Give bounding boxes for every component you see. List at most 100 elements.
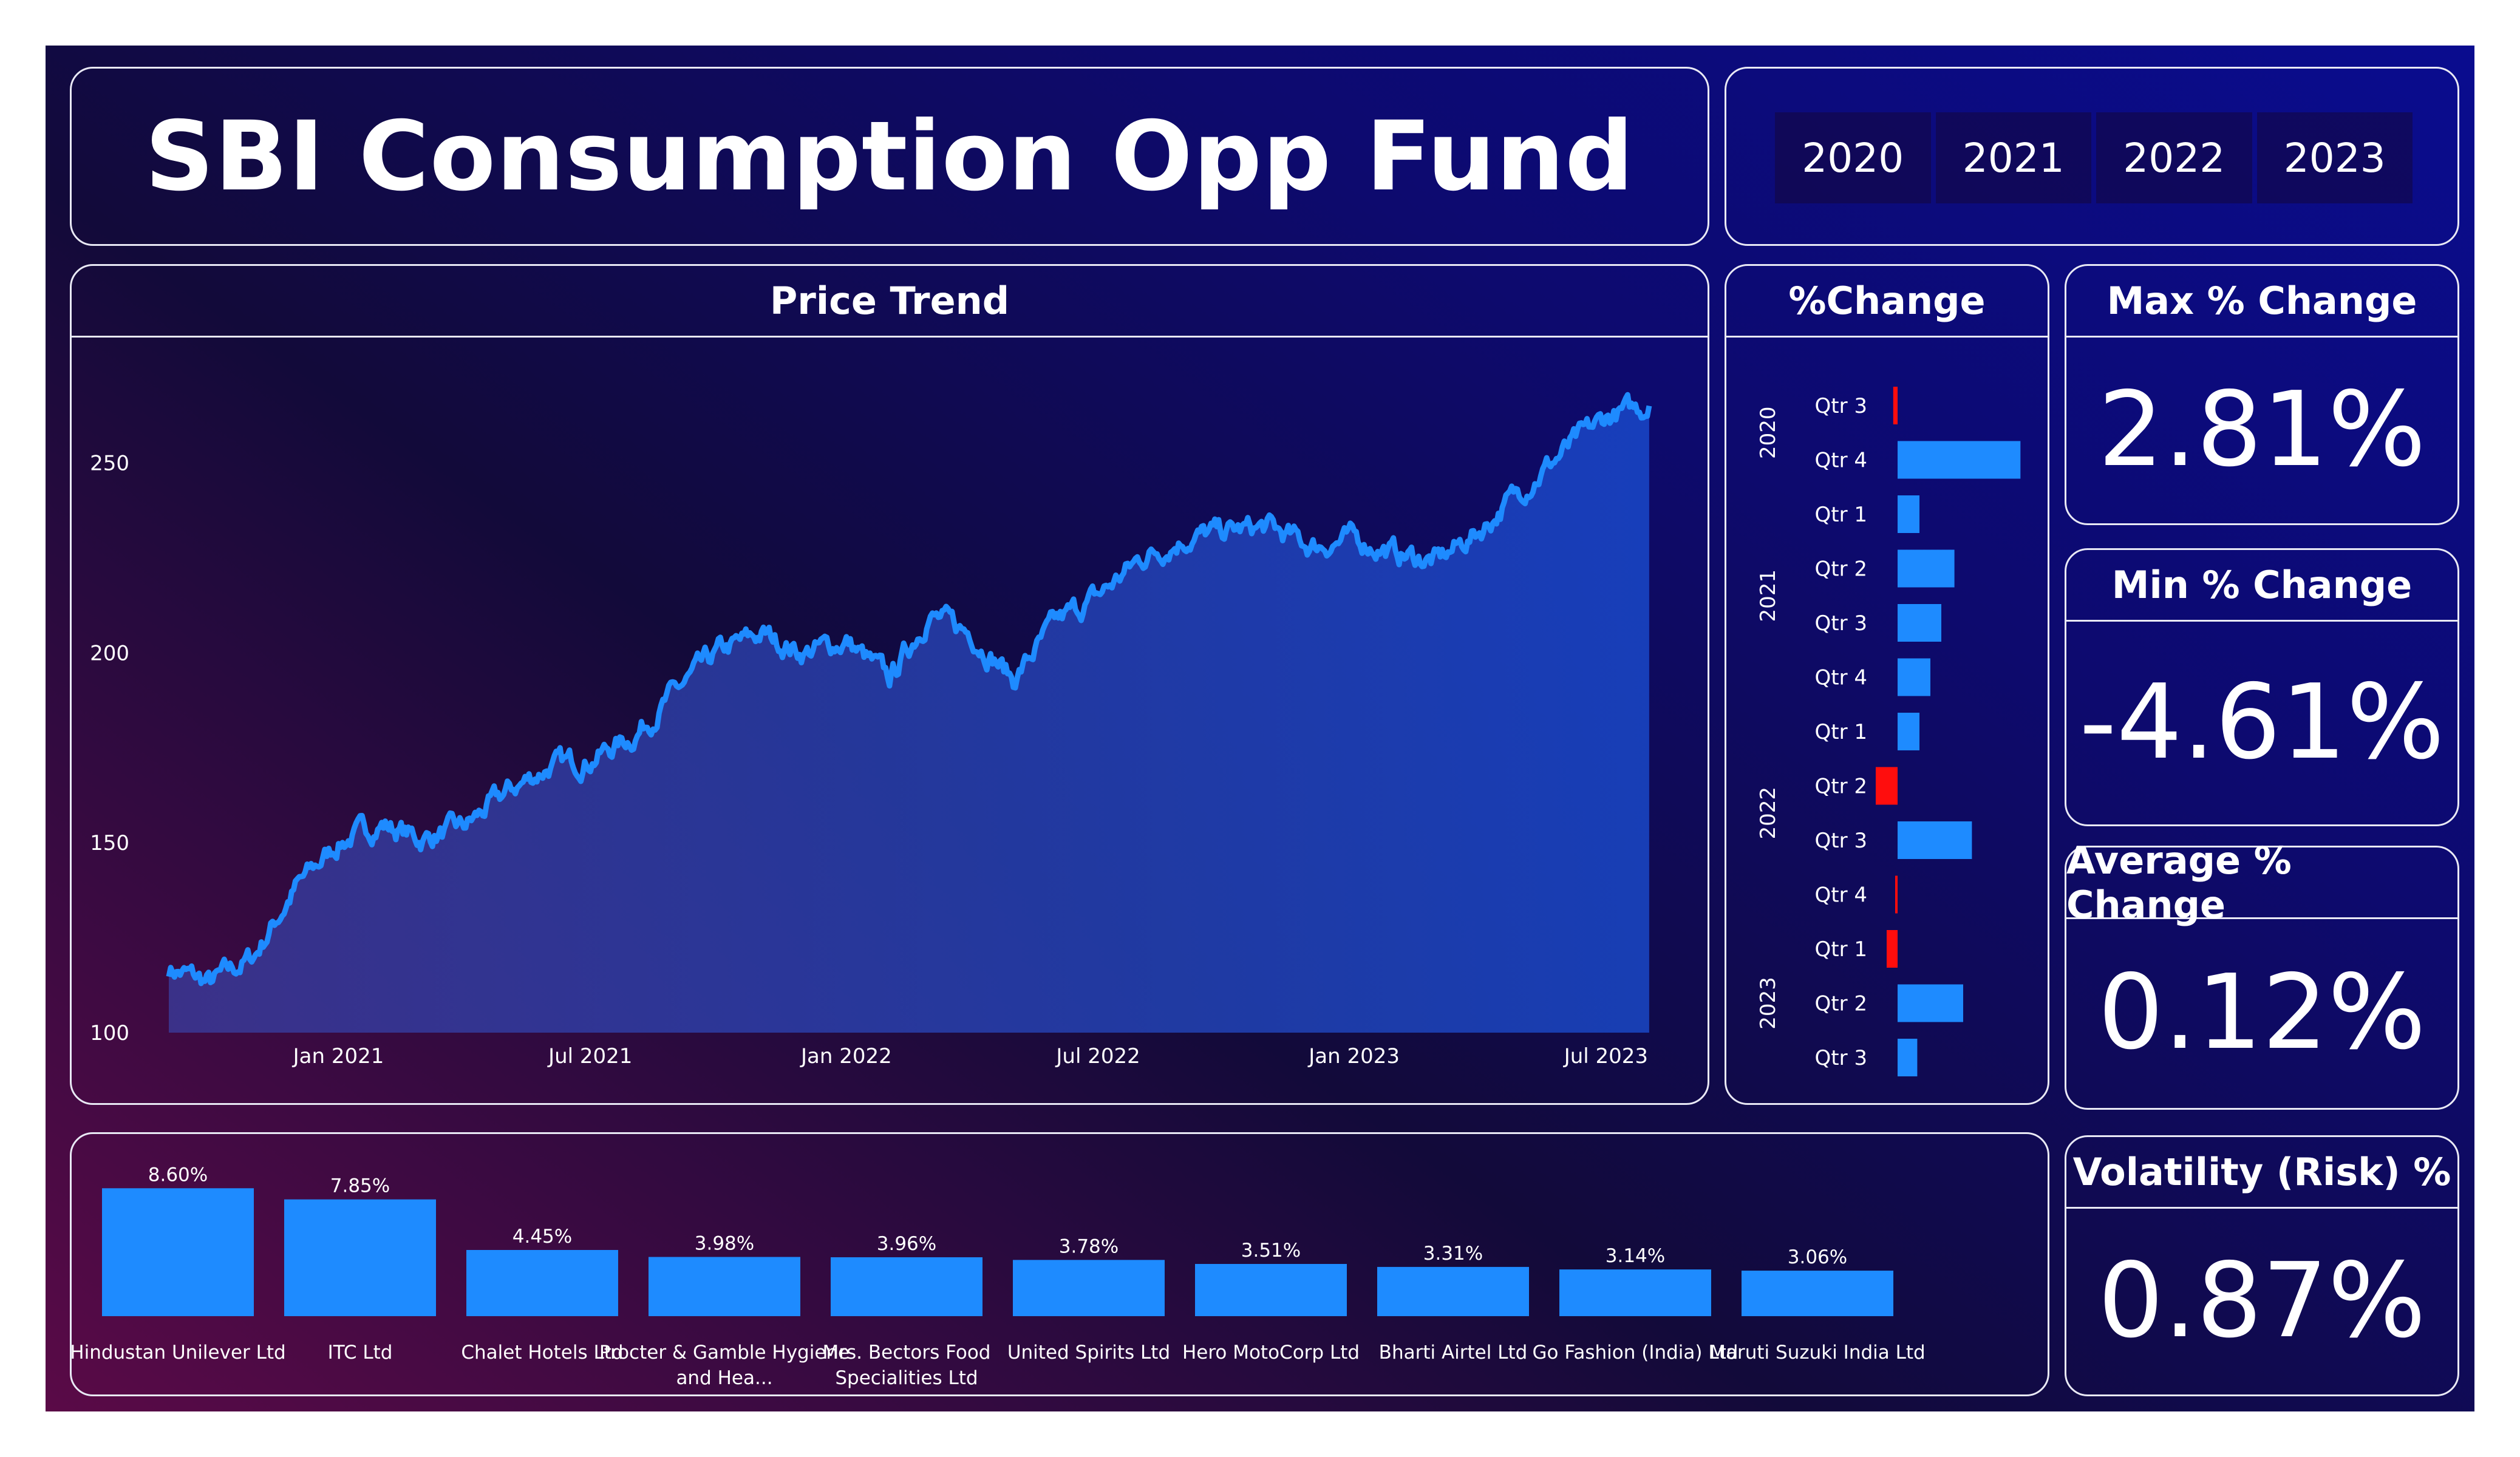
pct-change-bar-1: [1898, 441, 2021, 479]
x-tick-label-5: Jul 2023: [1563, 1044, 1648, 1068]
holding-bar-7: [1377, 1266, 1529, 1316]
year-slicer-panel: 2020 2021 2022 2023: [1725, 67, 2459, 246]
pct-change-bar-0: [1893, 387, 1898, 424]
year-group-label-3: 2023: [1756, 977, 1780, 1030]
pct-change-bar-10: [1887, 930, 1898, 968]
kpi-volatility-label: Volatility (Risk) %: [2066, 1137, 2457, 1209]
price-trend-chart: 100 150 200 250 Jan 2021 Jul 2021 Jan 2022 Jul …: [90, 392, 1652, 1068]
price-trend-title: Price Trend: [72, 266, 1708, 338]
holding-bar-4: [831, 1257, 982, 1316]
holding-category-label-3: Procter & Gamble Hygiene and Hea...: [599, 1342, 850, 1389]
year-group-label-0: 2020: [1756, 406, 1780, 459]
quarter-label-4: Qtr 3: [1814, 611, 1867, 636]
kpi-volatility-value: 0.87%: [2097, 1240, 2426, 1361]
holding-bar-9: [1742, 1271, 1893, 1316]
y-tick-label-2: 200: [90, 641, 129, 665]
dashboard: SBI Consumption Opp Fund 2020 2021 2022 …: [46, 46, 2474, 1411]
holding-value-label-7: 3.31%: [1423, 1243, 1483, 1265]
pct-change-chart: Qtr 3 Qtr 4 2020 Qtr 1 Qtr 2 Qtr 3 Qtr 4 2021 Qt…: [1756, 387, 2021, 1076]
x-tick-label-4: Jan 2023: [1307, 1044, 1400, 1068]
quarter-label-12: Qtr 3: [1814, 1046, 1867, 1070]
kpi-average-label: Average % Change: [2066, 838, 2457, 927]
year-group-label-1: 2021: [1756, 569, 1780, 622]
kpi-max-value: 2.81%: [2097, 369, 2426, 490]
year-button-2023[interactable]: 2023: [2256, 112, 2413, 203]
holding-bar-3: [649, 1257, 800, 1316]
kpi-min-label: Min % Change: [2066, 550, 2457, 622]
kpi-min-change: Min % Change -4.61%: [2065, 548, 2459, 826]
y-tick-label-1: 150: [90, 831, 129, 855]
x-tick-label-2: Jan 2022: [800, 1044, 892, 1068]
x-tick-label-1: Jul 2021: [547, 1044, 632, 1068]
holding-bar-2: [466, 1249, 618, 1316]
holding-category-label-7: Bharti Airtel Ltd: [1379, 1342, 1528, 1364]
year-button-2020[interactable]: 2020: [1775, 112, 1931, 203]
year-group-label-2: 2022: [1756, 787, 1780, 840]
quarter-label-6: Qtr 1: [1814, 720, 1867, 744]
pct-change-bar-2: [1898, 495, 1919, 533]
pct-change-title: %Change: [1726, 266, 2048, 338]
holding-bar-5: [1013, 1260, 1165, 1316]
price-area-fill: [169, 395, 1649, 1033]
kpi-average-change: Average % Change 0.12%: [2065, 838, 2459, 1110]
holding-bar-1: [284, 1199, 436, 1316]
year-button-2021[interactable]: 2021: [1935, 112, 2091, 203]
page-title: SBI Consumption Opp Fund: [145, 100, 1635, 212]
kpi-average-value: 0.12%: [2097, 953, 2426, 1073]
kpi-volatility: Volatility (Risk) % 0.87%: [2065, 1135, 2459, 1396]
pct-change-bar-8: [1898, 821, 1972, 859]
holding-category-label-1: ITC Ltd: [328, 1342, 393, 1364]
quarter-label-1: Qtr 4: [1814, 449, 1867, 473]
quarter-label-5: Qtr 4: [1814, 666, 1867, 690]
holding-value-label-2: 4.45%: [513, 1226, 572, 1248]
kpi-max-change: Max % Change 2.81%: [2065, 264, 2459, 525]
holding-value-label-6: 3.51%: [1241, 1240, 1301, 1262]
x-tick-label-3: Jul 2022: [1055, 1044, 1140, 1068]
holding-value-label-4: 3.96%: [877, 1233, 936, 1255]
pct-change-bar-11: [1898, 984, 1963, 1022]
quarter-label-9: Qtr 4: [1814, 883, 1867, 908]
quarter-label-8: Qtr 3: [1814, 829, 1867, 853]
price-trend-panel: Price Trend 100 150 200 250 Jan 2021 Jul 2021…: [70, 264, 1709, 1105]
pct-change-bar-5: [1898, 658, 1930, 696]
x-tick-label-0: Jan 2021: [292, 1044, 384, 1068]
holding-bar-8: [1559, 1269, 1711, 1316]
holding-value-label-9: 3.06%: [1788, 1246, 1847, 1268]
title-panel: SBI Consumption Opp Fund: [70, 67, 1709, 246]
holding-bar-0: [102, 1188, 254, 1316]
holding-category-label-5: United Spirits Ltd: [1007, 1342, 1170, 1364]
holding-category-label-0: Hindustan Unilever Ltd: [72, 1342, 286, 1364]
quarter-label-0: Qtr 3: [1814, 394, 1867, 418]
pct-change-bar-9: [1895, 875, 1898, 914]
pct-change-bar-12: [1898, 1039, 1918, 1076]
holding-category-label-8: Go Fashion (India) Ltd: [1533, 1342, 1738, 1364]
holding-value-label-5: 3.78%: [1059, 1235, 1119, 1257]
holding-category-label-4: Mrs. Bectors Food Specialities Ltd: [823, 1342, 991, 1389]
year-button-2022[interactable]: 2022: [2096, 112, 2252, 203]
quarter-label-2: Qtr 1: [1814, 503, 1867, 527]
pct-change-bar-3: [1898, 549, 1955, 588]
holdings-chart: 8.60% Hindustan Unilever Ltd 7.85% ITC Ltd 4…: [72, 1164, 1926, 1389]
pct-change-bar-4: [1898, 604, 1941, 642]
year-slicer: 2020 2021 2022 2023: [1775, 112, 2413, 203]
kpi-min-value: -4.61%: [2079, 662, 2445, 783]
pct-change-panel: %Change Qtr 3 Qtr 4 2020 Qtr 1 Qtr 2 Qtr 3 Qtr…: [1725, 264, 2049, 1105]
pct-change-bar-7: [1876, 767, 1898, 805]
price-series-line: [166, 392, 1652, 987]
kpi-max-label: Max % Change: [2066, 266, 2457, 338]
holding-value-label-0: 8.60%: [148, 1164, 208, 1186]
holding-category-label-9: Maruti Suzuki India Ltd: [1709, 1342, 1925, 1364]
y-tick-label-3: 250: [90, 451, 129, 475]
holding-value-label-3: 3.98%: [695, 1232, 754, 1254]
y-tick-label-0: 100: [90, 1021, 129, 1045]
quarter-label-11: Qtr 2: [1814, 992, 1867, 1016]
holding-value-label-8: 3.14%: [1606, 1245, 1665, 1267]
holding-category-label-6: Hero MotoCorp Ltd: [1182, 1342, 1360, 1364]
holding-value-label-1: 7.85%: [330, 1175, 390, 1197]
holdings-panel: 8.60% Hindustan Unilever Ltd 7.85% ITC Ltd 4…: [70, 1132, 2049, 1396]
holding-category-label-2: Chalet Hotels Ltd: [461, 1342, 623, 1364]
pct-change-bar-6: [1898, 713, 1919, 750]
quarter-label-3: Qtr 2: [1814, 557, 1867, 582]
quarter-label-7: Qtr 2: [1814, 775, 1867, 799]
quarter-label-10: Qtr 1: [1814, 937, 1867, 962]
